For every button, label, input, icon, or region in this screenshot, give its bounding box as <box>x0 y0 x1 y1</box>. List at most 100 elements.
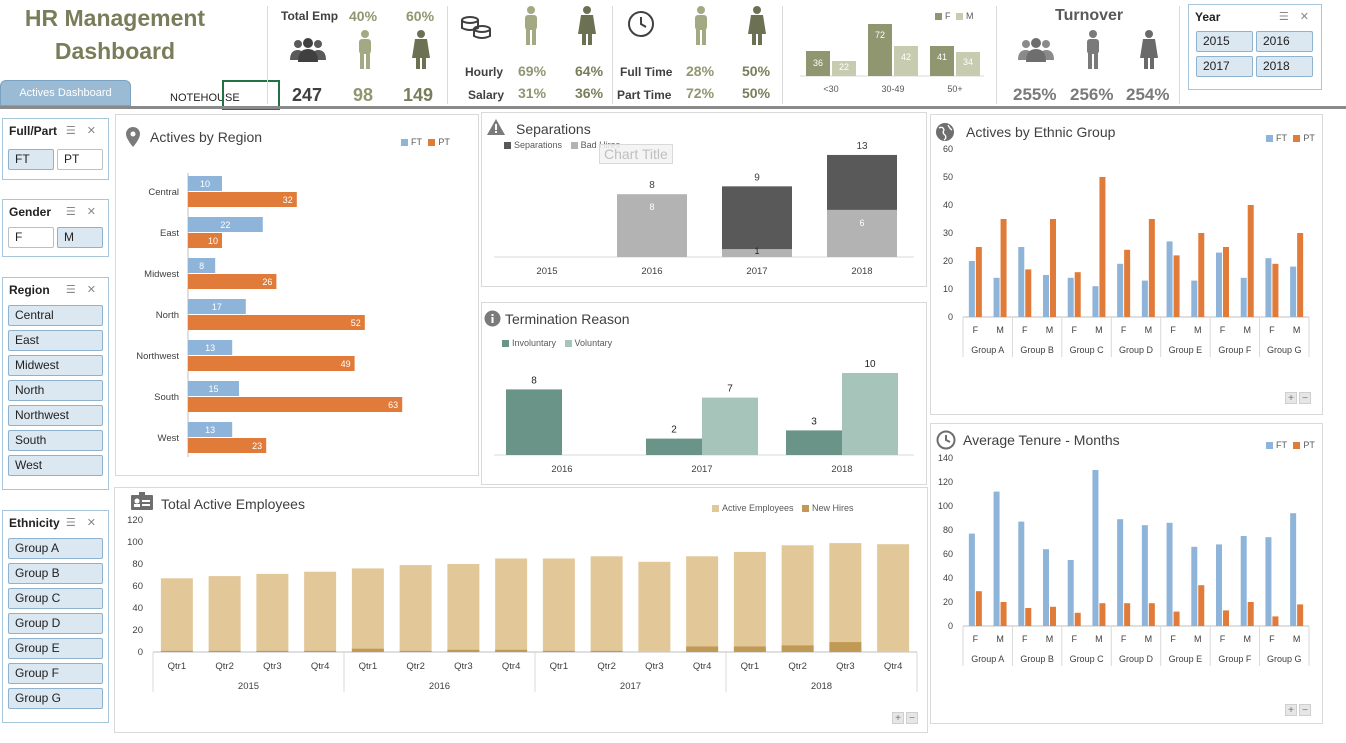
region-bar-pt <box>188 274 277 289</box>
slicer-item-group-d[interactable]: Group D <box>8 613 103 634</box>
multi-select-icon[interactable]: ☰ ✕ <box>65 206 100 218</box>
term-category-label: 2018 <box>831 464 852 475</box>
slicer-item-2016[interactable]: 2016 <box>1256 31 1313 52</box>
termination-chart-panel[interactable]: Termination Reason Involuntary Voluntary… <box>481 302 927 485</box>
slicer-item-group-a[interactable]: Group A <box>8 538 103 559</box>
group-label: Group B <box>1020 654 1054 664</box>
region-pt-label: 63 <box>388 400 398 410</box>
ethnic-legend: FT PT <box>1266 133 1315 143</box>
expand-collapse-buttons[interactable]: + − <box>890 712 918 724</box>
slicer-item-midwest[interactable]: Midwest <box>8 355 103 376</box>
actives-dashboard-tab[interactable]: Actives Dashboard <box>0 80 131 106</box>
bar-ft <box>1166 522 1173 626</box>
slicer-item-south[interactable]: South <box>8 430 103 451</box>
region-bar-pt <box>188 233 222 248</box>
sep-category-label: 2017 <box>746 266 767 277</box>
ethnic-chart-panel[interactable]: Actives by Ethnic Group FT PT 0 10 20 30 40 5… <box>930 114 1323 415</box>
age-label: 72 <box>875 30 885 40</box>
bar-active-employees <box>304 571 337 652</box>
plus-icon[interactable]: + <box>1285 392 1297 404</box>
male-person-icon <box>748 6 766 45</box>
region-category-label: Northwest <box>136 351 179 362</box>
expand-collapse-buttons[interactable]: + − <box>1283 704 1311 716</box>
slicer-item-group-e[interactable]: Group E <box>8 638 103 659</box>
bar-ft <box>1141 525 1148 626</box>
multi-select-icon[interactable]: ☰ ✕ <box>65 517 100 529</box>
sep-bar-bad-hires <box>722 249 792 257</box>
minus-icon[interactable]: − <box>1299 392 1311 404</box>
slicer-item-2015[interactable]: 2015 <box>1196 31 1253 52</box>
region-chart-panel[interactable]: Actives by Region FT PT Central 10 32 East 2… <box>115 114 479 476</box>
separations-chart-panel[interactable]: Separations Separations Bad Hires Chart … <box>481 112 927 287</box>
slicer-item-central[interactable]: Central <box>8 305 103 326</box>
minus-icon[interactable]: − <box>1299 704 1311 716</box>
y-tick-label: 10 <box>943 284 953 294</box>
bar-pt <box>1074 272 1081 317</box>
term-bar-voluntary <box>702 397 758 455</box>
minus-icon[interactable]: − <box>906 712 918 724</box>
region-bar-pt <box>188 192 297 207</box>
region-slicer[interactable]: Region ☰ ✕ Central East Midwest North No… <box>2 277 109 490</box>
region-category-label: Midwest <box>144 269 179 280</box>
slicer-item-group-c[interactable]: Group C <box>8 588 103 609</box>
plus-icon[interactable]: + <box>1285 704 1297 716</box>
year-label: 2018 <box>811 681 832 692</box>
chart-title-placeholder[interactable]: Chart Title <box>599 144 673 164</box>
multi-select-icon[interactable]: ☰ ✕ <box>65 125 100 137</box>
bar-ft <box>968 533 975 626</box>
slicer-item-2018[interactable]: 2018 <box>1256 56 1313 77</box>
multi-select-icon[interactable]: ☰ ✕ <box>1278 11 1313 23</box>
clock-icon <box>628 11 654 37</box>
region-bar-ft <box>188 340 233 355</box>
slicer-item-f[interactable]: F <box>8 227 54 248</box>
region-ft-label: 13 <box>205 343 215 353</box>
slicer-item-east[interactable]: East <box>8 330 103 351</box>
gender-label: M <box>1243 325 1251 335</box>
bar-active-employees <box>495 558 528 652</box>
multi-select-icon[interactable]: ☰ ✕ <box>65 284 100 296</box>
selected-cell[interactable] <box>222 80 280 110</box>
quarter-label: Qtr2 <box>215 661 233 672</box>
fullpart-slicer[interactable]: Full/Part ☰ ✕ FT PT <box>2 118 109 180</box>
sep-bar-separations <box>722 186 792 250</box>
slicer-item-group-g[interactable]: Group G <box>8 688 103 709</box>
age-category: 30-49 <box>881 84 904 94</box>
slicer-item-group-b[interactable]: Group B <box>8 563 103 584</box>
quarter-label: Qtr3 <box>836 661 854 672</box>
slicer-item-ft[interactable]: FT <box>8 149 54 170</box>
legend-new-hires: New Hires <box>812 503 854 513</box>
bar-ft <box>1141 280 1148 317</box>
gender-slicer[interactable]: Gender ☰ ✕ F M <box>2 199 109 257</box>
group-label: Group B <box>1020 345 1054 355</box>
tenure-chart-panel[interactable]: Average Tenure - Months FT PT 0 20 40 60 80 1… <box>930 423 1323 724</box>
expand-collapse-buttons[interactable]: + − <box>1283 392 1311 404</box>
bar-pt <box>1272 263 1279 317</box>
y-tick-label: 80 <box>132 559 143 570</box>
quarter-label: Qtr2 <box>597 661 615 672</box>
slicer-item-north[interactable]: North <box>8 380 103 401</box>
y-tick-label: 140 <box>938 454 953 463</box>
slicer-item-2017[interactable]: 2017 <box>1196 56 1253 77</box>
bar-new-hires <box>160 650 193 652</box>
gender-label: F <box>1220 634 1226 644</box>
active-employees-panel[interactable]: Total Active Employees Active Employees … <box>114 487 928 733</box>
region-pt-label: 49 <box>341 359 351 369</box>
map-pin-icon <box>126 127 140 147</box>
gender-label: M <box>1095 325 1103 335</box>
slicer-item-m[interactable]: M <box>57 227 103 248</box>
legend-active: Active Employees <box>722 503 794 513</box>
age-bar-m-lt30 <box>832 61 856 76</box>
group-label: Group D <box>1119 654 1154 664</box>
slicer-item-pt[interactable]: PT <box>57 149 103 170</box>
y-tick-label: 40 <box>943 573 953 583</box>
termination-chart-title: Termination Reason <box>505 311 630 327</box>
year-slicer[interactable]: Year ☰ ✕ 2015 2016 2017 2018 <box>1188 4 1322 90</box>
bar-new-hires <box>256 650 289 652</box>
slicer-item-northwest[interactable]: Northwest <box>8 405 103 426</box>
term-involuntary-label: 2 <box>671 425 677 436</box>
plus-icon[interactable]: + <box>892 712 904 724</box>
slicer-item-group-f[interactable]: Group F <box>8 663 103 684</box>
slicer-item-west[interactable]: West <box>8 455 103 476</box>
ethnicity-slicer[interactable]: Ethnicity ☰ ✕ Group A Group B Group C Gr… <box>2 510 109 723</box>
gender-label: M <box>1095 634 1103 644</box>
